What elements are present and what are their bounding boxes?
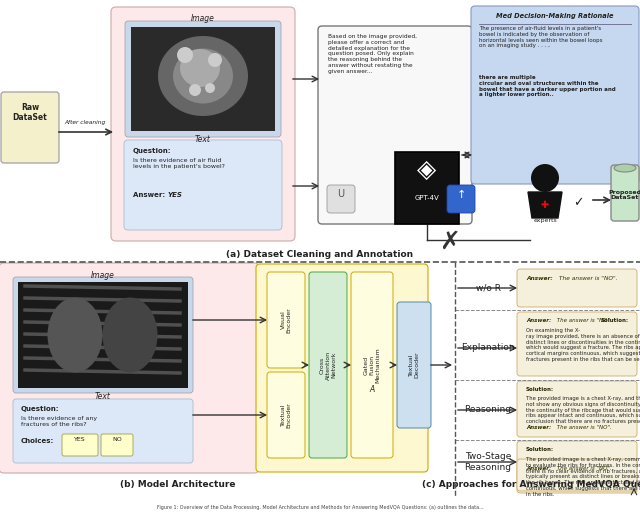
FancyBboxPatch shape	[517, 441, 637, 493]
Text: The answer is "NO".: The answer is "NO".	[557, 276, 618, 281]
FancyBboxPatch shape	[318, 26, 472, 224]
FancyBboxPatch shape	[1, 92, 59, 163]
Text: Gated
Fusion
Mechanism: Gated Fusion Mechanism	[364, 347, 380, 383]
Text: (a) Dataset Cleaning and Annotation: (a) Dataset Cleaning and Annotation	[227, 250, 413, 259]
Text: GPT-4V: GPT-4V	[415, 195, 440, 201]
Text: Text: Text	[195, 135, 211, 144]
Text: Figure 1: Overview of the Data Processing, Model Architecture and Methods for An: Figure 1: Overview of the Data Processin…	[157, 505, 483, 510]
FancyBboxPatch shape	[471, 6, 639, 184]
FancyBboxPatch shape	[267, 272, 305, 368]
Text: Two-Stage
Reasoning: Two-Stage Reasoning	[465, 452, 511, 472]
Text: On examining the X-
ray image provided, there is an absence of visible signs suc: On examining the X- ray image provided, …	[526, 328, 640, 362]
FancyBboxPatch shape	[351, 272, 393, 458]
FancyBboxPatch shape	[0, 263, 259, 473]
Text: Reasoning: Reasoning	[465, 405, 511, 415]
Text: Textual
Decoder: Textual Decoder	[408, 352, 419, 378]
FancyBboxPatch shape	[327, 185, 355, 213]
Text: Solution:: Solution:	[526, 447, 554, 452]
FancyBboxPatch shape	[611, 165, 639, 221]
Text: Answer:: Answer:	[526, 425, 551, 430]
Text: NO: NO	[112, 437, 122, 442]
Text: Question:: Question:	[133, 148, 172, 154]
Circle shape	[208, 53, 222, 67]
FancyBboxPatch shape	[111, 7, 295, 241]
Bar	[520, 175, 570, 225]
FancyBboxPatch shape	[13, 277, 193, 393]
Text: Question:: Question:	[21, 406, 60, 412]
Text: After cleaning: After cleaning	[65, 120, 106, 125]
Text: ✓: ✓	[573, 196, 583, 209]
Circle shape	[531, 164, 559, 192]
Text: (c) Approaches for Answering MedVQA Questions: (c) Approaches for Answering MedVQA Ques…	[422, 480, 640, 489]
FancyBboxPatch shape	[447, 185, 475, 213]
Text: The provided image is a chest X-ray, commonly used
to evaluate the ribs for frac: The provided image is a chest X-ray, com…	[526, 457, 640, 497]
Text: Image: Image	[91, 271, 115, 280]
Ellipse shape	[158, 36, 248, 116]
Text: there are multiple
circular and oval structures within the
bowel that have a dar: there are multiple circular and oval str…	[479, 75, 616, 97]
FancyBboxPatch shape	[517, 381, 637, 437]
Text: Choices:: Choices:	[21, 438, 54, 444]
Text: Textual
Encoder: Textual Encoder	[280, 402, 291, 428]
Text: ◈: ◈	[417, 158, 436, 182]
Text: Answer:: Answer:	[526, 318, 551, 323]
FancyBboxPatch shape	[125, 21, 281, 137]
Ellipse shape	[180, 49, 220, 87]
Text: Is there evidence of any
fractures of the ribs?: Is there evidence of any fractures of th…	[21, 416, 97, 427]
Bar	[18, 282, 188, 388]
Text: (b) Model Architecture: (b) Model Architecture	[120, 480, 236, 489]
Text: Visual
Encoder: Visual Encoder	[280, 307, 291, 333]
Text: The answer is "NO".: The answer is "NO".	[555, 318, 614, 323]
Text: Based on the image provided,
please offer a correct and
detailed explanation for: Based on the image provided, please offe…	[328, 34, 417, 74]
FancyBboxPatch shape	[267, 372, 305, 458]
Text: The answer is "NO".: The answer is "NO".	[555, 425, 612, 430]
Text: experts: experts	[533, 218, 557, 223]
Text: ↑: ↑	[456, 190, 466, 200]
Text: A: A	[369, 386, 374, 394]
Text: YES: YES	[74, 437, 86, 442]
Circle shape	[177, 47, 193, 63]
Text: YES: YES	[168, 192, 183, 198]
Text: Text: Text	[95, 392, 111, 401]
FancyBboxPatch shape	[309, 272, 347, 458]
Text: U: U	[337, 189, 344, 199]
FancyBboxPatch shape	[517, 312, 637, 376]
Text: Proposed
DataSet: Proposed DataSet	[609, 190, 640, 201]
Text: Is there evidence of air fluid
levels in the patient's bowel?: Is there evidence of air fluid levels in…	[133, 158, 225, 169]
Text: Answer:: Answer:	[526, 276, 553, 281]
Polygon shape	[528, 192, 562, 218]
Text: Answer:: Answer:	[133, 192, 168, 198]
Text: The provided image is a chest X-ray, and the ribs do
not show any obvious signs : The provided image is a chest X-ray, and…	[526, 396, 640, 430]
Text: The presence of air-fluid levels in a patient's
bowel is indicated by the observ: The presence of air-fluid levels in a pa…	[479, 26, 602, 48]
Text: The answer is "NO".: The answer is "NO".	[555, 466, 612, 471]
Circle shape	[189, 84, 201, 96]
FancyBboxPatch shape	[517, 269, 637, 307]
Text: Solution:: Solution:	[601, 318, 629, 323]
Text: w/o R: w/o R	[476, 283, 500, 292]
Text: Med Decision-Making Rationale: Med Decision-Making Rationale	[496, 13, 614, 19]
Text: Answer:: Answer:	[526, 466, 551, 471]
Text: Solution:: Solution:	[526, 387, 554, 392]
FancyBboxPatch shape	[517, 459, 637, 491]
Circle shape	[205, 83, 215, 93]
Text: Raw
DataSet: Raw DataSet	[13, 103, 47, 122]
Text: Image: Image	[191, 14, 215, 23]
FancyBboxPatch shape	[101, 434, 133, 456]
FancyBboxPatch shape	[124, 140, 282, 230]
Ellipse shape	[173, 48, 233, 104]
Bar	[395, 152, 459, 224]
Ellipse shape	[614, 164, 636, 172]
Ellipse shape	[102, 297, 157, 373]
FancyBboxPatch shape	[62, 434, 98, 456]
Text: Cross
Attention
Network: Cross Attention Network	[320, 351, 336, 380]
Text: Explanation: Explanation	[461, 343, 515, 353]
FancyBboxPatch shape	[397, 302, 431, 428]
Ellipse shape	[47, 297, 102, 373]
FancyBboxPatch shape	[13, 399, 193, 463]
Text: ✚: ✚	[541, 200, 549, 210]
FancyBboxPatch shape	[256, 264, 428, 472]
Text: ✗: ✗	[440, 230, 461, 254]
Bar	[131, 27, 275, 131]
